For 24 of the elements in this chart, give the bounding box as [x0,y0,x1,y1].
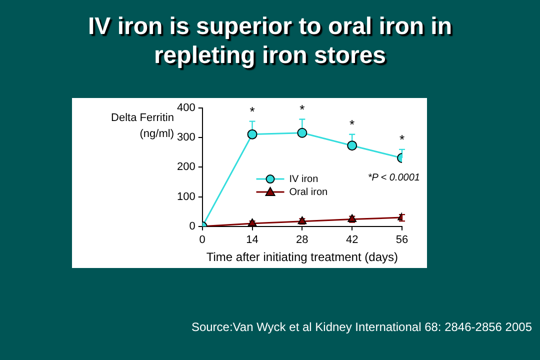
point [297,128,308,138]
chart-title: IV iron is superior to oral iron in repleting iron stores [86,12,454,70]
annotation: * [350,116,355,132]
point [247,129,258,140]
y-tick-label: 300 [176,132,196,144]
y-axis-title: Delta Ferritin (ng/ml) [110,111,174,142]
x-tick-label: 56 [396,234,408,246]
legend-label: IV iron [289,174,318,185]
y-tick-label: 0 [189,220,196,232]
annotation: * [250,104,255,119]
legend-label: Oral iron [289,186,328,198]
source-note: Source:Van Wyck et al Kidney International 68: 2846-2856 2005 [191,320,532,334]
annotation: * [300,102,305,117]
y-tick-label: 400 [176,102,196,114]
annotation: * [399,132,405,148]
annotation: *P < 0.0001 [368,172,420,184]
point [347,140,358,151]
x-axis-title: Time after initiating treatment (days) [206,250,398,264]
y-tick-label: 100 [176,190,196,203]
x-tick-label: 14 [246,234,258,246]
y-tick-label: 200 [176,161,196,174]
x-tick-label: 0 [199,234,206,246]
x-tick-label: 28 [296,234,308,246]
x-tick-label: 42 [346,234,358,246]
